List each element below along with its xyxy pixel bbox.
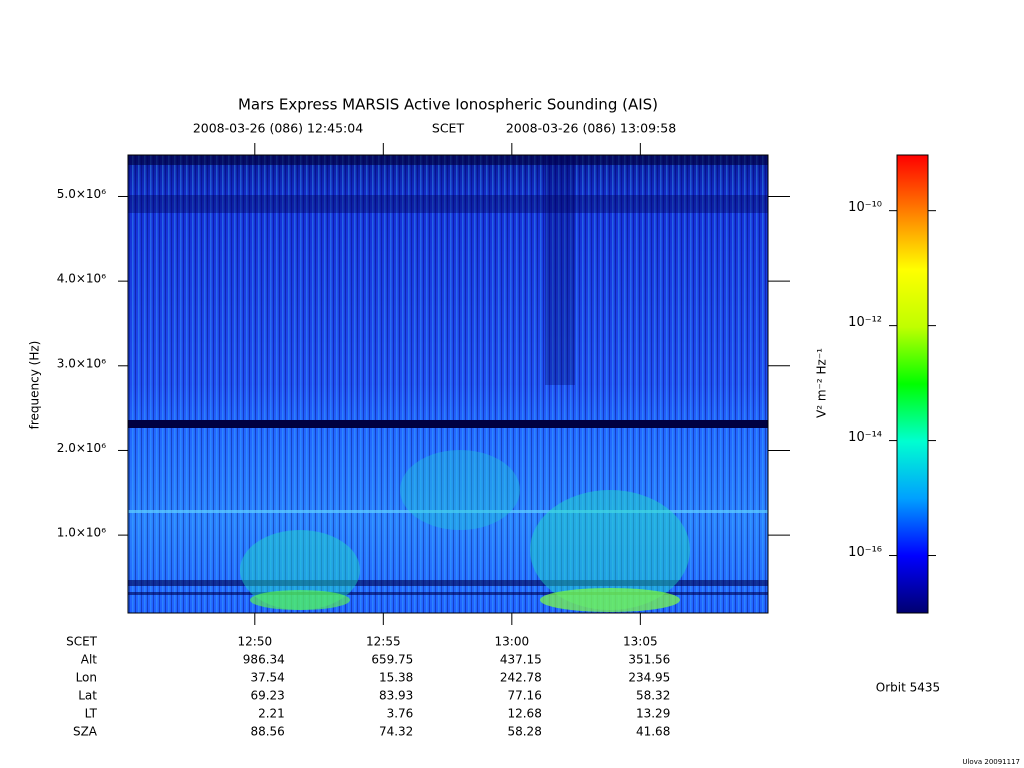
ephemeris-label: Lat <box>78 689 97 703</box>
ephemeris-value: 2.21 <box>258 707 285 721</box>
start-time: 2008-03-26 (086) 12:45:04 <box>193 121 363 136</box>
ephemeris-label: Lon <box>76 671 97 685</box>
x-tick-label: 12:50 <box>238 635 273 649</box>
ephemeris-value: 13.29 <box>636 707 670 721</box>
ephemeris-value: 69.23 <box>250 689 284 703</box>
colorbar-label: V² m⁻² Hz⁻¹ <box>815 348 829 418</box>
end-time: 2008-03-26 (086) 13:09:58 <box>506 121 676 136</box>
spectrogram-image <box>127 154 769 614</box>
colorbar-tick-label: 10⁻¹⁴ <box>848 430 882 445</box>
y-tick-label: 5.0×10⁶ <box>57 187 106 201</box>
x-tick-label: 12:55 <box>366 635 401 649</box>
ephemeris-value: 88.56 <box>250 725 284 739</box>
ephemeris-label: LT <box>85 707 98 721</box>
y-tick-label: 2.0×10⁶ <box>57 441 106 455</box>
ephemeris-value: 242.78 <box>500 671 542 685</box>
colorbar <box>896 154 929 614</box>
ephemeris-label: SZA <box>73 725 98 739</box>
y-tick-label: 3.0×10⁶ <box>57 356 106 370</box>
ephemeris-value: 659.75 <box>371 653 413 667</box>
y-axis-label: frequency (Hz) <box>28 341 42 430</box>
ephemeris-value: 437.15 <box>500 653 542 667</box>
x-tick-label: 13:05 <box>623 635 658 649</box>
time-system: SCET <box>432 121 465 136</box>
ephemeris-value: 83.93 <box>379 689 413 703</box>
footer: Ulova 20091117 <box>962 758 1020 766</box>
ephemeris-value: 12.68 <box>507 707 541 721</box>
ephemeris-value: 58.32 <box>636 689 670 703</box>
ephemeris-value: 234.95 <box>628 671 670 685</box>
ephemeris-value: 58.28 <box>507 725 541 739</box>
ephemeris-value: 37.54 <box>250 671 284 685</box>
ephemeris-value: 77.16 <box>507 689 541 703</box>
ephemeris-label: SCET <box>66 635 98 649</box>
ephemeris-value: 15.38 <box>379 671 413 685</box>
ephemeris-value: 351.56 <box>628 653 670 667</box>
ephemeris-value: 74.32 <box>379 725 413 739</box>
ephemeris-value: 3.76 <box>387 707 414 721</box>
y-tick-label: 4.0×10⁶ <box>57 272 106 286</box>
y-tick-label: 1.0×10⁶ <box>57 526 106 540</box>
x-tick-label: 13:00 <box>495 635 530 649</box>
colorbar-tick-label: 10⁻¹⁶ <box>848 545 882 560</box>
colorbar-tick-label: 10⁻¹⁰ <box>848 200 882 215</box>
ephemeris-value: 986.34 <box>243 653 285 667</box>
colorbar-tick-label: 10⁻¹² <box>848 315 882 330</box>
ephemeris-label: Alt <box>81 653 98 667</box>
orbit: Orbit 5435 <box>876 681 940 695</box>
ephemeris-value: 41.68 <box>636 725 670 739</box>
chart-title: Mars Express MARSIS Active Ionospheric S… <box>238 96 658 114</box>
